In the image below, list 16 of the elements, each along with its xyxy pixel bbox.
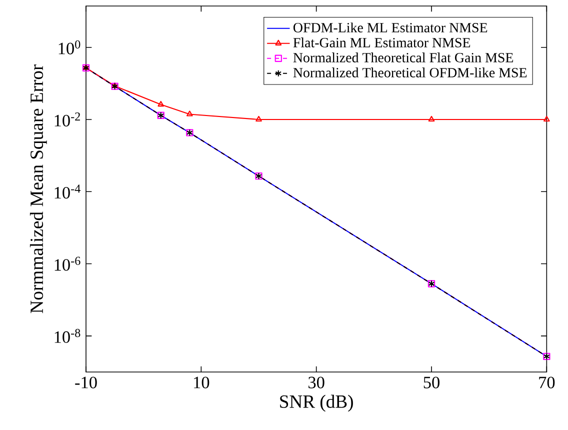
legend-label: OFDM-Like ML Estimator NMSE — [293, 22, 488, 32]
y-tick-label: 10$^{-4}$ — [54, 184, 80, 199]
y-tick-label: 10$^{0}$ — [58, 40, 80, 54]
x-tick-label: 10 — [194, 376, 210, 388]
x-tick-label: 70 — [539, 376, 555, 388]
x-tick-label: -10 — [75, 376, 97, 388]
legend-label: Flat-Gain ML Estimator NMSE — [293, 38, 470, 48]
x-tick-label: 30 — [308, 376, 324, 388]
x-tick-label: 50 — [424, 376, 440, 388]
y-axis-title: Normmalized Mean Square Error — [30, 64, 47, 314]
legend-label: Normalized Theoretical Flat Gain MSE — [293, 52, 514, 62]
x-axis-title: SNR (dB) — [280, 394, 353, 412]
y-tick-label: 10$^{-8}$ — [54, 328, 80, 343]
y-tick-label: 10$^{-2}$ — [54, 112, 80, 126]
y-tick-label: 10$^{-6}$ — [54, 256, 80, 271]
legend-label: Normalized Theoretical OFDM-like MSE — [293, 68, 527, 78]
